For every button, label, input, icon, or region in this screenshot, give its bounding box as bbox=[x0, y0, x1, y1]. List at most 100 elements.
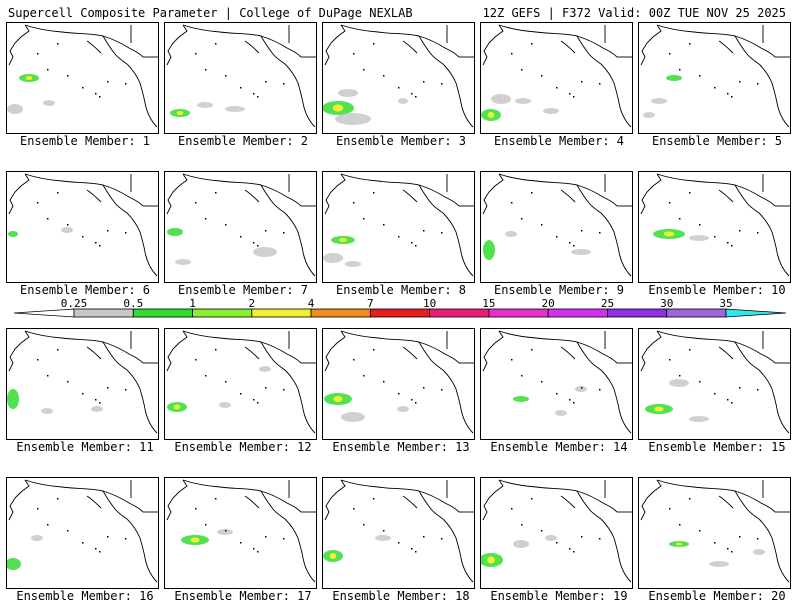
colorbar-tick-label: 4 bbox=[308, 297, 315, 310]
island bbox=[205, 375, 207, 377]
coastline bbox=[758, 369, 790, 434]
island bbox=[47, 375, 49, 377]
island bbox=[521, 375, 523, 377]
scp-field-area bbox=[7, 104, 23, 114]
island bbox=[699, 75, 701, 77]
coastline bbox=[718, 346, 734, 360]
island bbox=[225, 224, 227, 226]
island bbox=[521, 524, 523, 526]
island bbox=[265, 230, 267, 232]
coastline bbox=[758, 518, 790, 583]
island bbox=[556, 87, 558, 89]
island bbox=[757, 538, 759, 540]
coastline bbox=[8, 330, 30, 372]
coastline bbox=[734, 184, 760, 214]
island bbox=[739, 81, 741, 83]
island bbox=[265, 387, 267, 389]
ensemble-panel: Ensemble Member: 14 bbox=[480, 328, 638, 458]
coastline bbox=[182, 330, 302, 364]
member-label: Ensemble Member: 9 bbox=[493, 283, 625, 297]
island bbox=[257, 402, 259, 404]
island bbox=[225, 530, 227, 532]
scp-core-area bbox=[25, 76, 33, 80]
coastline bbox=[560, 189, 576, 203]
scp-field-area bbox=[219, 402, 231, 408]
island bbox=[125, 389, 127, 391]
coastline bbox=[182, 24, 302, 58]
island bbox=[125, 83, 127, 85]
coastline bbox=[482, 24, 504, 66]
coastline bbox=[244, 495, 260, 509]
island bbox=[283, 83, 285, 85]
colorbar-segment bbox=[192, 308, 253, 318]
coastline bbox=[284, 63, 316, 128]
island bbox=[669, 508, 671, 510]
map-panel bbox=[6, 22, 159, 134]
island bbox=[283, 538, 285, 540]
coastline bbox=[260, 35, 286, 65]
island bbox=[511, 359, 513, 361]
island bbox=[225, 381, 227, 383]
member-label: Ensemble Member: 6 bbox=[19, 283, 151, 297]
island bbox=[573, 402, 575, 404]
member-label: Ensemble Member: 3 bbox=[335, 134, 467, 148]
coastline bbox=[166, 24, 188, 66]
ensemble-panel: Ensemble Member: 1 bbox=[6, 22, 164, 152]
map-panel bbox=[322, 328, 475, 440]
coastline bbox=[560, 40, 576, 54]
island bbox=[195, 508, 197, 510]
ensemble-panel: Ensemble Member: 3 bbox=[322, 22, 480, 152]
member-label: Ensemble Member: 10 bbox=[648, 283, 786, 297]
scp-core-area bbox=[329, 553, 337, 559]
coastline bbox=[482, 479, 504, 521]
island bbox=[57, 192, 59, 194]
island bbox=[689, 43, 691, 45]
ensemble-panel: Ensemble Member: 19 bbox=[480, 477, 638, 607]
scp-field-area bbox=[689, 235, 709, 241]
scp-field-area bbox=[513, 396, 529, 402]
island bbox=[411, 399, 413, 401]
island bbox=[573, 245, 575, 247]
island bbox=[67, 75, 69, 77]
island bbox=[411, 93, 413, 95]
scp-core-area bbox=[173, 404, 181, 410]
map-svg bbox=[166, 330, 316, 434]
island bbox=[581, 81, 583, 83]
ensemble-panel: Ensemble Member: 8 bbox=[322, 171, 480, 301]
map-panel bbox=[638, 22, 791, 134]
island bbox=[423, 387, 425, 389]
island bbox=[47, 69, 49, 71]
island bbox=[215, 192, 217, 194]
map-svg bbox=[323, 479, 474, 583]
scp-core-area bbox=[333, 396, 343, 402]
island bbox=[283, 232, 285, 234]
island bbox=[415, 245, 417, 247]
coastline bbox=[718, 40, 734, 54]
coastline bbox=[86, 189, 102, 203]
coastline bbox=[340, 479, 460, 513]
island bbox=[731, 551, 733, 553]
scp-core-area bbox=[332, 104, 344, 112]
coastline bbox=[498, 479, 618, 513]
ensemble-panel: Ensemble Member: 5 bbox=[638, 22, 796, 152]
ensemble-panel: Ensemble Member: 18 bbox=[322, 477, 480, 607]
coastline bbox=[442, 369, 474, 434]
scp-field-area bbox=[217, 529, 233, 535]
island bbox=[363, 524, 365, 526]
coastline bbox=[402, 346, 418, 360]
island bbox=[689, 192, 691, 194]
island bbox=[669, 202, 671, 204]
island bbox=[757, 232, 759, 234]
coastline bbox=[418, 35, 444, 65]
island bbox=[398, 236, 400, 238]
coastline bbox=[482, 330, 504, 372]
map-svg bbox=[166, 479, 316, 583]
coastline bbox=[576, 184, 602, 214]
island bbox=[47, 218, 49, 220]
island bbox=[363, 218, 365, 220]
member-label: Ensemble Member: 8 bbox=[335, 283, 467, 297]
island bbox=[415, 402, 417, 404]
island bbox=[569, 242, 571, 244]
coastline bbox=[560, 346, 576, 360]
scp-field-area bbox=[689, 416, 709, 422]
